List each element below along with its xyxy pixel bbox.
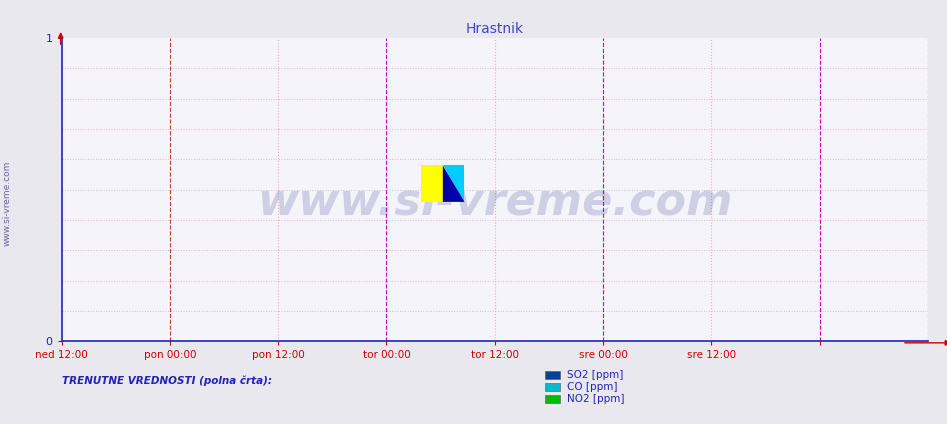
Polygon shape [443,165,464,202]
Text: SO2 [ppm]: SO2 [ppm] [567,370,624,380]
Text: www.si-vreme.com: www.si-vreme.com [257,180,733,223]
Text: CO [ppm]: CO [ppm] [567,382,617,392]
Text: TRENUTNE VREDNOSTI (polna črta):: TRENUTNE VREDNOSTI (polna črta): [62,375,272,386]
Text: NO2 [ppm]: NO2 [ppm] [567,394,625,404]
FancyBboxPatch shape [421,165,443,202]
Title: Hrastnik: Hrastnik [466,22,524,36]
Polygon shape [443,165,464,202]
Text: www.si-vreme.com: www.si-vreme.com [3,161,12,246]
